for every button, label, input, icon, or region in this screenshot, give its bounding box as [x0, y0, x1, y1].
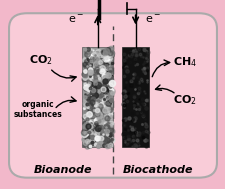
Text: organic
substances: organic substances [14, 100, 63, 119]
Text: e$^-$: e$^-$ [144, 14, 160, 25]
Text: e$^-$: e$^-$ [68, 14, 84, 25]
Text: CO$_2$: CO$_2$ [29, 53, 52, 67]
Text: Bioanode: Bioanode [34, 165, 92, 175]
Bar [122, 47, 148, 147]
Bar [82, 47, 112, 147]
FancyBboxPatch shape [9, 13, 216, 178]
Text: Biocathode: Biocathode [122, 165, 193, 175]
Text: CH$_4$: CH$_4$ [173, 55, 196, 69]
Text: CO$_2$: CO$_2$ [173, 93, 196, 107]
